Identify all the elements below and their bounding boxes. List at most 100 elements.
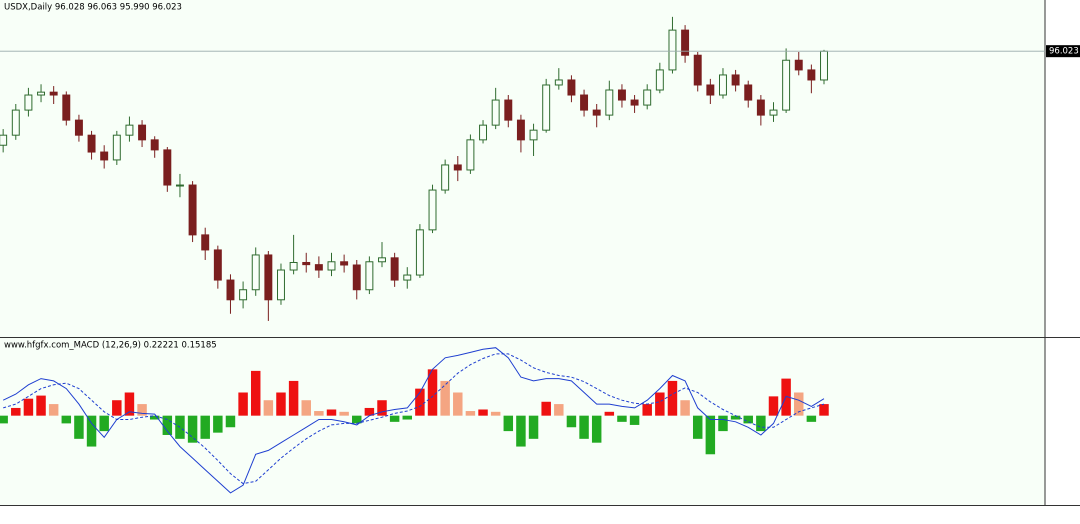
histogram-bar — [453, 392, 463, 416]
candle-body — [175, 184, 184, 187]
candle-body — [542, 84, 551, 131]
histogram-bar — [667, 380, 678, 416]
histogram-bar — [36, 395, 46, 416]
histogram-bar — [579, 415, 589, 439]
histogram-bar — [528, 415, 539, 439]
candle-body — [112, 134, 121, 161]
histogram-bar — [415, 388, 425, 416]
candle-body — [390, 257, 399, 281]
candle-body — [87, 134, 96, 153]
candle-body — [731, 74, 740, 86]
candle-body — [201, 234, 210, 251]
histogram-bar — [162, 415, 173, 435]
candle-body — [340, 261, 349, 266]
candle-body — [479, 124, 488, 141]
histogram-bar — [225, 415, 236, 428]
histogram-bar — [326, 409, 337, 416]
histogram-bar — [541, 401, 551, 416]
candle-body — [277, 269, 285, 301]
candle-body — [681, 29, 690, 56]
histogram-bar — [440, 380, 450, 416]
candle-body — [49, 91, 58, 96]
histogram-bar — [314, 411, 324, 416]
histogram-bar — [112, 400, 122, 416]
histogram-bar — [389, 415, 400, 422]
histogram-bar — [301, 400, 311, 416]
histogram-bar — [604, 411, 615, 416]
histogram-bar — [124, 392, 135, 416]
histogram-bar — [187, 415, 198, 443]
histogram-bar — [250, 370, 261, 416]
candle-body — [415, 229, 424, 276]
signal-line — [3, 353, 825, 485]
candle-body — [163, 149, 172, 186]
candle-body — [782, 59, 791, 111]
candle-body — [580, 94, 589, 111]
histogram-bar — [743, 415, 753, 424]
candle-body — [264, 254, 273, 301]
candle-body — [188, 184, 197, 236]
histogram-bar — [794, 392, 804, 416]
candle-body — [794, 59, 803, 71]
marks — [0, 16, 1045, 494]
candle-body — [125, 124, 134, 136]
histogram-bar — [554, 404, 564, 416]
candle-body — [491, 99, 500, 126]
histogram-bar — [288, 380, 299, 416]
histogram-bar — [819, 404, 829, 416]
candle-body — [807, 69, 816, 81]
candle-body — [138, 124, 147, 141]
histogram-bar — [86, 415, 97, 447]
histogram-bar — [213, 415, 223, 433]
candle-body — [226, 279, 235, 301]
candle-body — [567, 79, 576, 96]
histogram-bar — [730, 415, 741, 420]
candle-body — [693, 54, 702, 86]
candle-body — [756, 99, 765, 116]
histogram-bar — [655, 392, 665, 416]
candle-body — [592, 109, 601, 116]
candle-body — [643, 89, 652, 106]
candle-body — [554, 79, 563, 86]
histogram-bar — [74, 415, 84, 439]
histogram-bar — [0, 415, 8, 424]
histogram-bar — [806, 415, 817, 422]
candle-body — [820, 50, 828, 81]
histogram-bar — [149, 415, 160, 420]
candle-body — [403, 274, 412, 281]
candle-body — [769, 109, 778, 116]
histogram-bar — [566, 415, 577, 428]
candle-body — [378, 257, 386, 263]
candle-body — [668, 29, 677, 71]
histogram-bar — [692, 415, 703, 439]
candle-body — [719, 74, 727, 96]
macd-line — [2, 347, 825, 494]
candle-body — [37, 91, 46, 96]
histogram-bar — [263, 400, 274, 416]
candle-body — [516, 119, 525, 141]
candle-body — [466, 139, 475, 171]
indicator-header: www.hfgfx.com_MACD (12,26,9) 0.22221 0.1… — [4, 341, 217, 351]
histogram-bar — [768, 396, 779, 416]
candle-body — [504, 99, 513, 121]
last-price-box — [1046, 45, 1080, 58]
candle-body — [302, 261, 311, 266]
histogram-bar — [756, 415, 766, 432]
histogram-bar — [200, 415, 210, 439]
histogram-bar — [352, 415, 362, 424]
histogram-bar — [11, 407, 21, 416]
candle-body — [706, 84, 715, 96]
histogram-bar — [364, 407, 375, 416]
histogram-bar — [718, 415, 728, 432]
candle-body — [213, 249, 222, 281]
histogram-bar — [238, 392, 248, 416]
candle-body — [605, 89, 614, 116]
candle-body — [314, 264, 323, 271]
candle-body — [24, 94, 33, 111]
histogram-bar — [490, 411, 501, 416]
histogram-bar — [48, 404, 59, 416]
histogram-bar — [427, 369, 438, 416]
histogram-bar — [23, 398, 34, 416]
histogram-bar — [591, 415, 602, 443]
